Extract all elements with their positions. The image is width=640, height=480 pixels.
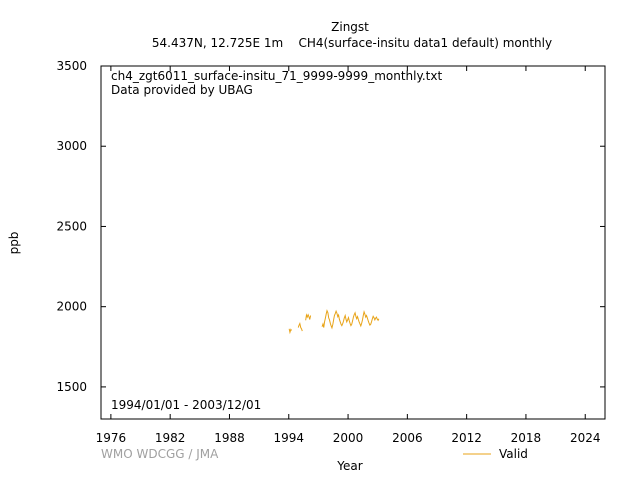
y-axis: 1500 2000 2500 3000 3500 <box>56 59 605 394</box>
data-provider: Data provided by UBAG <box>111 83 253 97</box>
x-tick-label: 1982 <box>155 431 186 445</box>
plot-frame <box>100 65 606 420</box>
x-tick-label: 2024 <box>570 431 601 445</box>
x-tick-label: 1976 <box>96 431 127 445</box>
chart-station-title: Zingst <box>331 20 369 34</box>
x-tick-label: 2000 <box>333 431 364 445</box>
x-tick-label: 2006 <box>392 431 423 445</box>
y-axis-label: ppb <box>7 232 21 255</box>
y-tick-label: 1500 <box>56 380 87 394</box>
legend-label-valid: Valid <box>499 447 528 461</box>
series-line-valid <box>305 313 312 321</box>
series-layer <box>288 309 380 335</box>
series-line-valid <box>321 309 380 330</box>
date-range: 1994/01/01 - 2003/12/01 <box>111 398 262 412</box>
y-tick-label: 2000 <box>56 300 87 314</box>
x-tick-label: 1988 <box>214 431 245 445</box>
chart-subtitle: 54.437N, 12.725E 1m CH4(surface-insitu d… <box>151 36 553 50</box>
x-tick-label: 2018 <box>511 431 542 445</box>
y-tick-label: 3000 <box>56 139 87 153</box>
x-axis: 1976 1982 1988 1994 2000 2006 2012 2018 2024 <box>96 66 601 445</box>
series-line-valid <box>288 328 293 335</box>
y-tick-label: 2500 <box>56 219 87 233</box>
x-axis-label: Year <box>337 459 363 473</box>
y-tick-label: 3500 <box>56 59 87 73</box>
data-filename: ch4_zgt6011_surface-insitu_71_9999-9999_… <box>111 69 443 83</box>
credit-text: WMO WDCGG / JMA <box>101 447 219 461</box>
x-tick-label: 2012 <box>451 431 482 445</box>
series-line-valid <box>297 322 303 332</box>
x-tick-label: 1994 <box>273 431 304 445</box>
